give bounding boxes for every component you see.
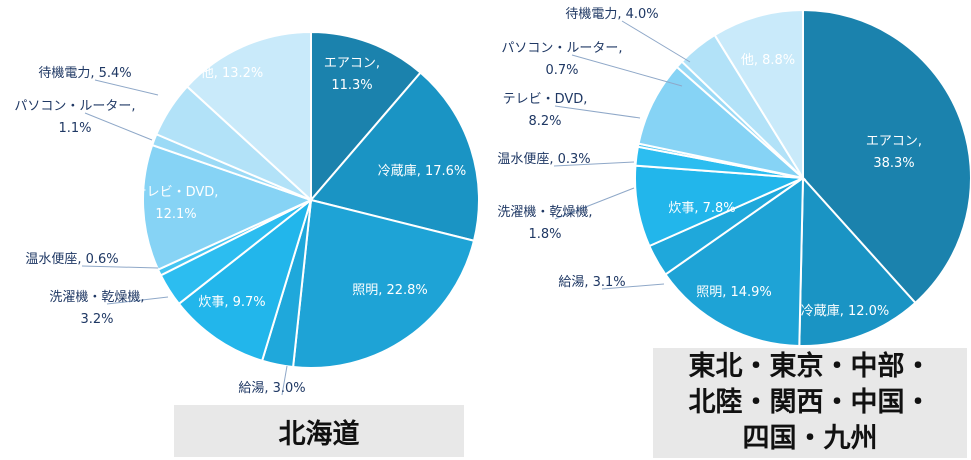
leader-line [94,79,159,96]
leader-line [553,161,635,167]
slice-label: 給湯, 3.0% [238,381,305,396]
slice-label: テレビ・DVD, 8.2% [503,92,588,129]
leader-line [571,54,683,87]
slice-label: 洗濯機・乾燥機, 3.2% [49,290,144,327]
slice-label: 待機電力, 5.4% [38,66,131,81]
leader-line [84,112,153,141]
pie-chart-1: エアコン, 38.3% 冷蔵庫, 12.0% 照明, 14.9% 給湯, 3.1% 炊事,… [497,7,971,347]
pie-slice [185,30,312,203]
pie-slice [309,71,480,242]
pie-slice [798,175,917,347]
slice-label: エアコン, 11.3% [324,56,380,93]
slice-label: 照明, 22.8% [352,283,428,298]
slice-label: 温水便座, 0.3% [497,152,590,167]
slice-label: 他, 8.8% [741,53,795,68]
pie-slice [310,30,422,203]
slice-label: 照明, 14.9% [696,285,772,300]
leader-line [106,296,169,305]
leader-line [601,283,665,290]
slice-label: 炊事, 9.7% [198,295,265,310]
leader-line [81,265,159,269]
pie-slice [637,65,807,180]
slice-label: 冷蔵庫, 12.0% [801,304,890,319]
pie-slice [713,8,804,182]
slice-label: エアコン, 38.3% [866,134,922,171]
pie-slice [177,197,313,362]
region-title-other-regions: 東北・東京・中部・ 北陸・関西・中国・ 四国・九州 [653,348,967,458]
slice-label: 温水便座, 0.6% [25,252,118,267]
slice-label: 待機電力, 4.0% [565,7,658,22]
slice-label: 冷蔵庫, 17.6% [378,164,467,179]
pie-slice [664,176,805,347]
slice-label: 炊事, 7.8% [668,201,735,216]
slice-label: パソコン・ルーター, 0.7% [501,41,622,78]
pie-slice [142,143,314,271]
slice-label: 他, 13.2% [201,66,264,81]
pie-slice [802,8,971,305]
leader-line [281,365,288,396]
pie-slice [291,198,476,369]
slice-label: テレビ・DVD, 12.1% [134,185,219,222]
slice-label: 洗濯機・乾燥機, 1.8% [497,205,592,242]
leader-line [554,105,641,119]
leader-line [554,187,635,220]
leader-line [621,20,691,63]
region-title-hokkaido: 北海道 [174,405,464,457]
slice-label: パソコン・ルーター, 1.1% [14,99,135,136]
pie-chart-0: エアコン, 11.3% 冷蔵庫, 17.6% 照明, 22.8% 給湯, 3.0% 炊事,… [14,30,480,396]
slice-label: 給湯, 3.1% [558,275,625,290]
